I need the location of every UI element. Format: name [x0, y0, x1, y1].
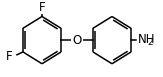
Text: NH: NH — [138, 33, 156, 46]
Text: F: F — [6, 50, 12, 63]
Text: O: O — [72, 34, 82, 47]
Text: F: F — [39, 1, 45, 14]
Text: 2: 2 — [147, 38, 153, 47]
